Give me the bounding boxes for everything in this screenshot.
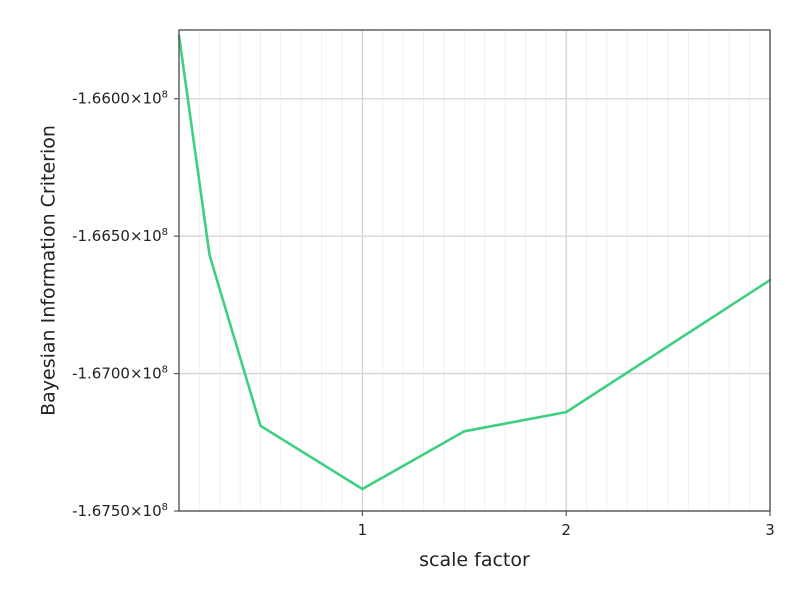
x-tick-label: 3 [765, 521, 775, 539]
series-line [177, 34, 772, 491]
y-tick-label: -1.6600×108 [72, 90, 168, 108]
x-tick-label: 2 [561, 521, 571, 539]
y-tick-label: -1.6650×108 [72, 227, 168, 245]
minor-grid [178, 30, 771, 512]
series-layer [177, 34, 772, 491]
y-axis-title: Bayesian Information Criterion [38, 125, 60, 416]
y-tick-label: -1.6700×108 [72, 365, 168, 383]
plot-frame [178, 29, 771, 512]
x-axis-ticks: 1 2 3 [358, 511, 775, 539]
y-tick-label: -1.6750×108 [72, 502, 168, 520]
major-grid [179, 30, 771, 512]
x-tick-label: 1 [358, 521, 368, 539]
x-axis-title: scale factor [419, 549, 530, 571]
y-axis-ticks: -1.6750×108 -1.6700×108 -1.6650×108 -1.6600… [72, 90, 179, 520]
